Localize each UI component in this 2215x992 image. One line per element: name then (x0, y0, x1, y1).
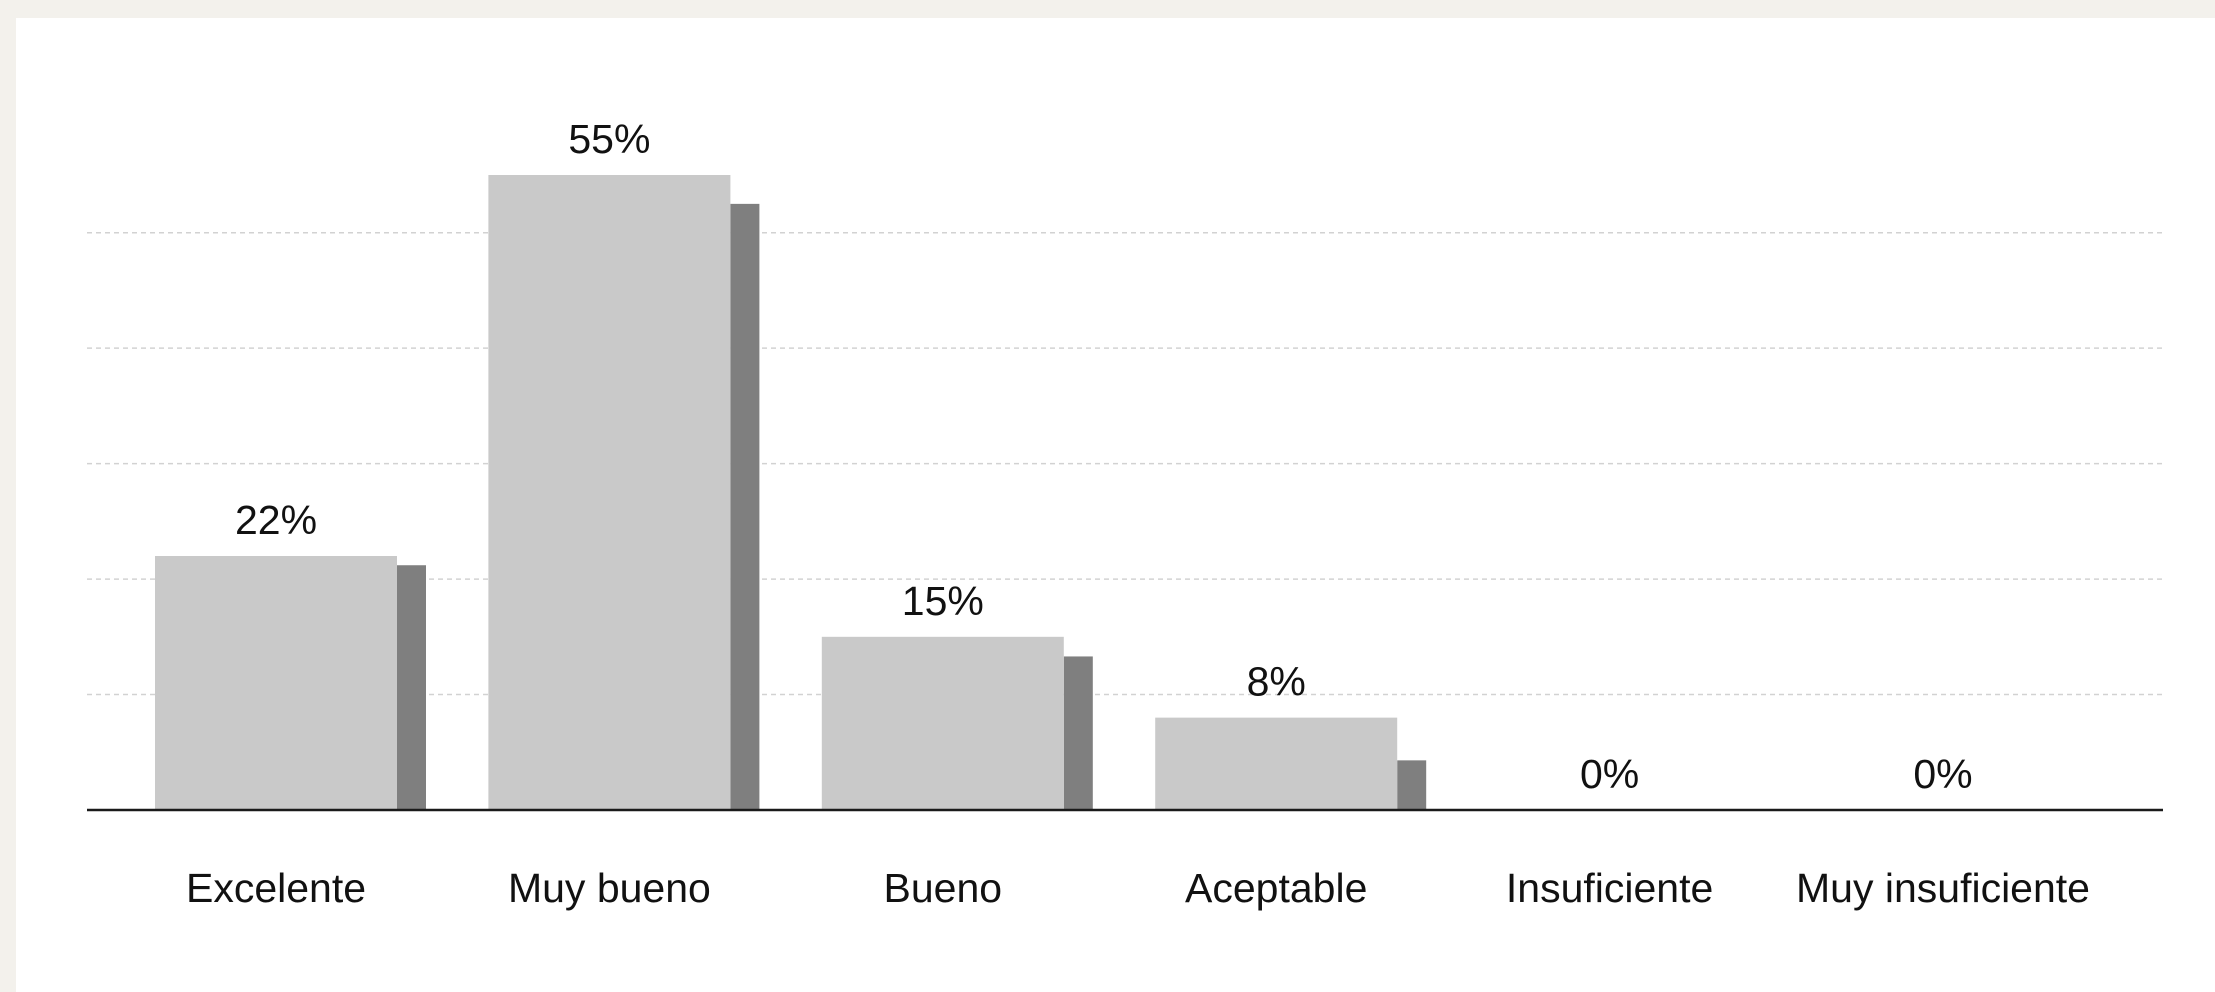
bar-shadow (397, 565, 426, 810)
bar (821, 636, 1064, 810)
x-tick-label: Aceptable (1185, 865, 1367, 911)
x-tick-label: Insuficiente (1506, 865, 1713, 911)
bar (155, 556, 397, 810)
bar-shadow (730, 203, 760, 810)
data-label: 22% (235, 497, 317, 543)
bar (1155, 717, 1398, 810)
x-tick-label: Muy bueno (508, 865, 711, 911)
x-tick-label: Bueno (884, 865, 1003, 911)
data-label: 0% (1580, 751, 1639, 797)
data-label: 55% (568, 116, 650, 162)
x-tick-label: Muy insuficiente (1796, 865, 2090, 911)
chart-panel: 22% Excelente 55% Muy bueno 15% Bueno 8% Acepta… (16, 18, 2215, 992)
data-label: 0% (1913, 751, 1972, 797)
bar-chart: 22% Excelente 55% Muy bueno 15% Bueno 8% Acepta… (87, 116, 2163, 911)
data-label: 8% (1247, 659, 1306, 705)
bar (488, 175, 731, 810)
data-label: 15% (902, 578, 984, 624)
bar-shadow (1397, 760, 1427, 810)
bar-shadow (1063, 656, 1093, 810)
x-tick-label: Excelente (186, 865, 366, 911)
